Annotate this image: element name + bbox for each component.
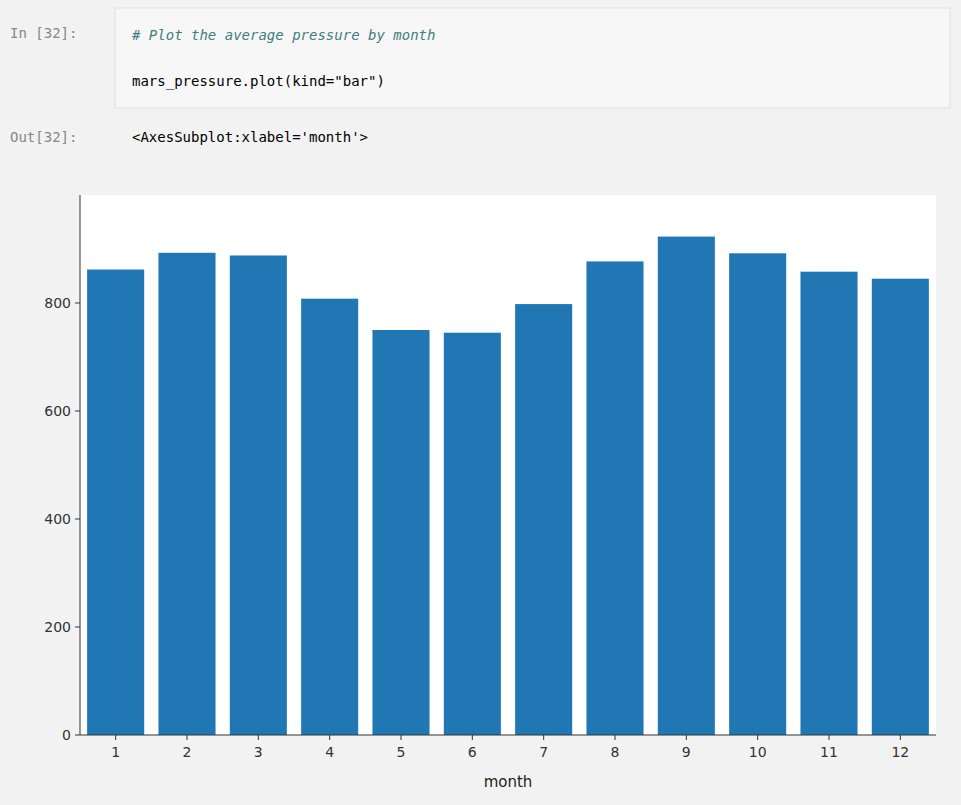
bar (586, 261, 643, 735)
y-tick-label: 200 (44, 619, 71, 635)
notebook-chrome: In [32]: # Plot the average pressure by m… (10, 8, 950, 145)
x-tick-label: 10 (749, 744, 767, 760)
x-axis-line (80, 735, 936, 736)
x-tick (757, 735, 758, 740)
x-tick (258, 735, 259, 740)
bar (372, 330, 429, 735)
y-tick-label: 600 (44, 403, 71, 419)
bar (301, 299, 358, 735)
bar (872, 279, 929, 735)
x-tick-label: 8 (611, 744, 620, 760)
x-tick (686, 735, 687, 740)
x-tick-label: 11 (820, 744, 838, 760)
chart-svg: In [32]: # Plot the average pressure by m… (0, 0, 961, 805)
bar (729, 253, 786, 735)
y-tick (75, 627, 80, 628)
x-tick (829, 735, 830, 740)
plot-area (80, 195, 936, 735)
x-tick (543, 735, 544, 740)
bar (230, 255, 287, 735)
x-tick (329, 735, 330, 740)
y-tick-label: 400 (44, 511, 71, 527)
plot-background (80, 195, 936, 735)
bar (444, 333, 501, 735)
x-axis-label: month (484, 773, 533, 791)
y-tick-label: 800 (44, 295, 71, 311)
in-label: In [32]: (10, 25, 77, 41)
code-line: mars_pressure.plot(kind="bar") (132, 73, 385, 90)
x-tick (187, 735, 188, 740)
x-tick (115, 735, 116, 740)
x-tick-label: 1 (111, 744, 120, 760)
bars (87, 237, 929, 735)
bar (800, 272, 857, 735)
x-tick-label: 5 (397, 744, 406, 760)
code-cell (115, 8, 950, 108)
y-tick (75, 411, 80, 412)
x-tick-label: 6 (468, 744, 477, 760)
x-tick-label: 2 (183, 744, 192, 760)
x-tick-label: 7 (539, 744, 548, 760)
bar (658, 237, 715, 735)
y-axis-line (80, 195, 81, 735)
y-tick-label: 0 (62, 727, 71, 743)
y-tick (75, 735, 80, 736)
bar (87, 270, 144, 735)
x-tick-label: 4 (325, 744, 334, 760)
bar (515, 304, 572, 735)
x-tick (472, 735, 473, 740)
bar (158, 253, 215, 735)
axes: 0200400600800123456789101112month (44, 195, 936, 791)
chart-container: In [32]: # Plot the average pressure by m… (0, 0, 961, 805)
x-tick (401, 735, 402, 740)
x-tick-label: 12 (891, 744, 909, 760)
y-tick (75, 303, 80, 304)
y-tick (75, 519, 80, 520)
code-comment: # Plot the average pressure by month (131, 27, 435, 43)
x-tick-label: 3 (254, 744, 263, 760)
out-text: <AxesSubplot:xlabel='month'> (132, 129, 368, 145)
x-tick-label: 9 (682, 744, 691, 760)
x-tick (615, 735, 616, 740)
x-tick (900, 735, 901, 740)
out-label: Out[32]: (10, 129, 77, 145)
